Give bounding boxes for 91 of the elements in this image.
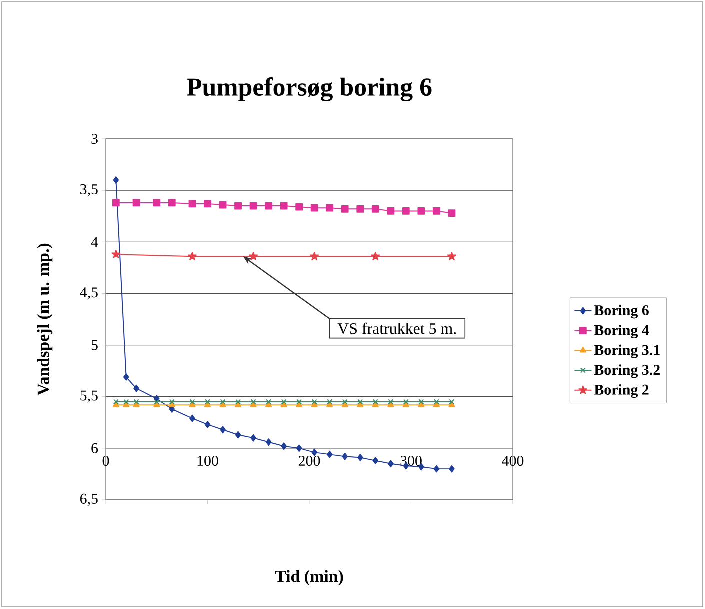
chart-title: Pumpeforsøg boring 6: [186, 78, 432, 102]
legend-label: Boring 3.1: [594, 344, 660, 358]
x-axis-title: Tid (min): [275, 570, 344, 586]
point: [296, 399, 302, 405]
point: [153, 199, 161, 207]
point: [220, 426, 226, 434]
point: [312, 399, 318, 405]
y-axis-title: Vandspejl (m u. mp.): [37, 244, 53, 396]
point: [250, 202, 258, 210]
point: [236, 399, 242, 405]
point: [134, 384, 140, 392]
y-tick-label: 4,5: [80, 288, 98, 300]
point: [310, 204, 318, 212]
point: [296, 444, 302, 452]
point: [154, 399, 160, 405]
point: [388, 460, 394, 468]
point: [123, 374, 130, 381]
point: [132, 199, 140, 207]
point: [250, 399, 256, 405]
point: [188, 200, 196, 208]
point: [448, 210, 456, 217]
point: [432, 208, 440, 215]
point: [326, 204, 334, 212]
point: [449, 399, 455, 405]
point: [190, 399, 196, 405]
x-tick-label: 100: [198, 456, 218, 466]
y-tick-label: 5,5: [80, 390, 98, 403]
point: [341, 205, 349, 213]
point: [342, 399, 348, 405]
point: [234, 202, 242, 210]
point: [281, 442, 287, 450]
y-tick-label: 3: [92, 134, 98, 144]
point: [204, 200, 212, 208]
x-tick-label: 200: [298, 456, 320, 466]
point: [403, 399, 409, 405]
x-tick-label: 0: [102, 456, 110, 466]
point: [310, 252, 320, 260]
point: [387, 208, 395, 215]
point: [434, 465, 440, 473]
point: [418, 208, 426, 215]
point: [124, 399, 130, 405]
point: [326, 450, 333, 458]
point: [188, 252, 197, 260]
legend-label: Boring 2: [594, 384, 649, 398]
point: [250, 434, 256, 442]
x-tick-label: 400: [502, 456, 524, 466]
point: [312, 448, 318, 456]
point: [357, 454, 364, 462]
point: [280, 202, 288, 210]
point: [112, 199, 120, 207]
point: [402, 208, 410, 215]
y-tick-label: 5: [92, 340, 98, 350]
y-tick-label: 6,5: [80, 494, 98, 506]
point: [418, 399, 424, 405]
point: [113, 399, 119, 405]
point: [113, 176, 120, 184]
point: [204, 421, 211, 428]
point: [220, 399, 226, 405]
point: [249, 252, 258, 260]
point: [204, 399, 211, 405]
point: [266, 438, 272, 446]
point: [447, 252, 456, 260]
point: [235, 431, 242, 439]
point: [434, 399, 440, 405]
point: [356, 205, 364, 213]
point: [358, 399, 364, 405]
point: [371, 252, 380, 260]
point: [372, 399, 378, 405]
annotation: VS fratrukket 5 m.: [338, 322, 456, 334]
point: [296, 203, 304, 211]
y-tick-label: 3,5: [80, 184, 98, 197]
point: [372, 205, 380, 213]
point: [219, 201, 227, 209]
point: [449, 465, 455, 473]
legend-label: Boring 3.2: [594, 364, 660, 378]
point: [388, 399, 394, 405]
y-tick-label: 4: [91, 237, 98, 248]
legend-label: Boring 6: [594, 305, 649, 319]
point: [134, 399, 140, 405]
point: [281, 399, 287, 405]
point: [266, 399, 272, 405]
point: [342, 452, 348, 460]
point: [190, 414, 196, 422]
y-tick-label: 6: [92, 443, 98, 454]
point: [327, 399, 333, 405]
legend-label: Boring 4: [594, 324, 650, 339]
point: [265, 202, 272, 210]
point: [112, 250, 121, 258]
point: [168, 199, 176, 207]
point: [169, 399, 175, 405]
point: [372, 457, 379, 465]
